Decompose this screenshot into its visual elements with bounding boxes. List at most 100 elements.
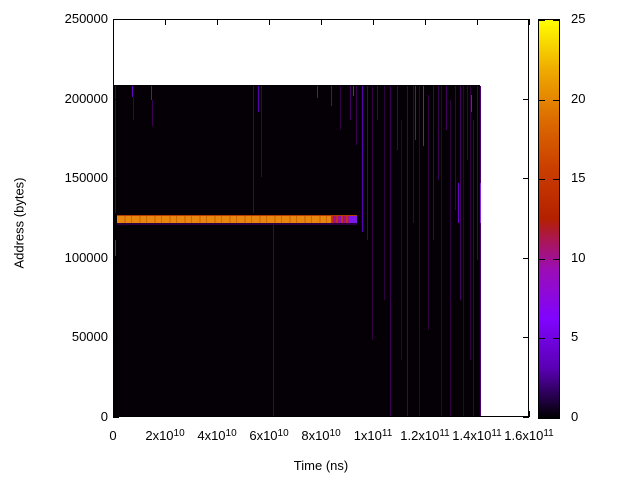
x-tick-label: 8x1010: [301, 428, 341, 443]
heatmap-column: [458, 183, 459, 223]
y-tick-right: [523, 99, 529, 100]
heatmap-column: [331, 86, 332, 106]
heatmap-column: [273, 222, 274, 417]
colorbar-tick-label: 5: [571, 329, 579, 344]
y-tick-left: [113, 258, 119, 259]
y-axis-title: Address (bytes): [11, 177, 27, 269]
heatmap-column: [413, 86, 414, 223]
heatmap-column: [390, 86, 391, 417]
x-tick-label: 1.4x1011: [452, 428, 502, 443]
heatmap-column: [438, 86, 439, 180]
x-tick-top: [425, 19, 426, 25]
colorbar-tick-label: 20: [571, 91, 586, 106]
colorbar-tick-left: [539, 417, 545, 418]
x-tick-label: 1.2x1011: [400, 428, 450, 443]
heatmap-column: [356, 86, 357, 145]
x-tick-label: 1.6x1011: [504, 428, 554, 443]
y-tick-label: 150000: [64, 170, 108, 186]
heatmap-column: [428, 95, 429, 330]
colorbar-tick-left: [539, 100, 545, 101]
y-tick-left: [113, 337, 119, 338]
y-tick-right: [523, 178, 529, 179]
x-tick-bottom: [425, 411, 426, 417]
heatmap-column: [397, 86, 398, 150]
x-tick-top: [477, 19, 478, 25]
x-tick-top: [321, 19, 322, 25]
colorbar-tick-right: [553, 259, 559, 260]
colorbar-tick-right: [553, 179, 559, 180]
x-tick-top: [217, 19, 218, 25]
heatmap-column: [151, 86, 152, 100]
x-axis-title: Time (ns): [293, 458, 349, 473]
x-tick-bottom: [529, 411, 530, 417]
hot-bar-segment: [349, 215, 357, 223]
x-tick-bottom: [217, 411, 218, 417]
colorbar-tick-label: 10: [571, 250, 586, 265]
y-tick-label: 250000: [64, 11, 108, 26]
heatmap-column: [115, 86, 116, 213]
heatmap-column: [467, 86, 468, 160]
colorbar-tick-label: 0: [571, 409, 579, 424]
colorbar-tick-left: [539, 259, 545, 260]
x-tick-bottom: [373, 411, 374, 417]
heatmap-column: [133, 97, 134, 120]
x-tick-top: [373, 19, 374, 25]
heatmap-column: [115, 240, 116, 256]
colorbar-tick-label: 25: [571, 11, 586, 26]
heatmap-background-region: [113, 85, 481, 417]
heatmap-column: [446, 86, 447, 130]
hot-bar-underline: [117, 223, 357, 225]
heatmap-column: [433, 86, 434, 240]
heatmap-column: [407, 86, 408, 417]
heatmap-column: [480, 86, 481, 417]
hot-bar-segment: [117, 215, 331, 223]
heatmap-column: [253, 86, 254, 213]
plot-area: [113, 19, 530, 418]
x-tick-top: [165, 19, 166, 25]
colorbar-tick-right: [553, 20, 559, 21]
heatmap-column: [372, 86, 373, 340]
x-tick-label: 4x1010: [197, 428, 237, 443]
colorbar-tick-left: [539, 179, 545, 180]
y-tick-left: [113, 99, 119, 100]
heatmap-column: [480, 183, 481, 223]
heatmap-column: [377, 86, 378, 120]
y-tick-label: 100000: [64, 249, 108, 265]
heatmap-column: [473, 120, 474, 417]
heatmap-column: [450, 100, 451, 417]
heatmap-column: [415, 86, 416, 140]
heatmap-column: [471, 95, 472, 112]
heatmap-column: [401, 120, 402, 360]
heatmap-data-layer: [113, 19, 529, 417]
x-tick-label: 0: [109, 428, 117, 443]
heatmap-column: [384, 86, 385, 300]
y-tick-right: [523, 258, 529, 259]
x-tick-bottom: [477, 411, 478, 417]
heatmap-column: [340, 86, 341, 130]
y-tick-label: 50000: [71, 329, 108, 345]
x-tick-top: [529, 19, 530, 25]
heatmap-column: [419, 86, 420, 417]
x-tick-bottom: [165, 411, 166, 417]
colorbar-tick-right: [553, 338, 559, 339]
heatmap-column: [353, 86, 354, 96]
y-tick-label: 0: [100, 409, 108, 424]
y-tick-right: [523, 337, 529, 338]
heatmap-column: [258, 86, 259, 112]
x-tick-bottom: [269, 411, 270, 417]
colorbar: [538, 19, 560, 419]
heatmap-column: [350, 86, 351, 120]
y-tick-right: [523, 19, 529, 20]
x-tick-label: 2x1010: [145, 428, 185, 443]
x-tick-top: [269, 19, 270, 25]
heatmap-column: [261, 86, 262, 177]
heatmap-column: [441, 86, 442, 417]
y-tick-label: 200000: [64, 90, 108, 106]
colorbar-gradient: [539, 20, 559, 418]
y-tick-left: [113, 178, 119, 179]
colorbar-tick-left: [539, 338, 545, 339]
colorbar-tick-right: [553, 100, 559, 101]
y-tick-right: [523, 417, 529, 418]
heatmap-column: [362, 86, 363, 232]
heatmap-column: [423, 86, 424, 146]
